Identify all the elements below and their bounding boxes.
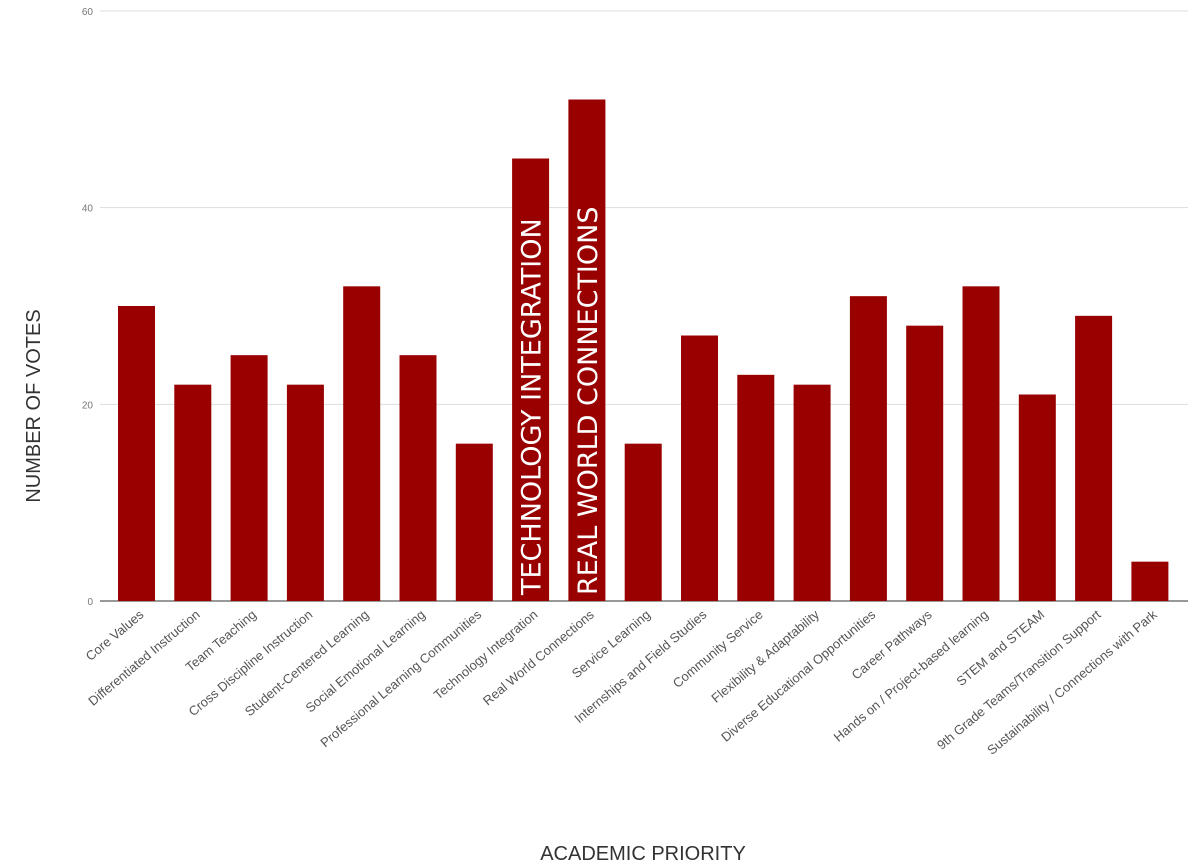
bars [118,99,1169,601]
bar-annotation: TECHNOLOGY INTEGRATION [517,218,548,596]
y-tick-label: 40 [82,204,94,215]
bar [624,443,662,601]
bar [793,384,831,601]
bar [568,99,606,601]
bar [737,374,775,601]
x-axis-title: ACADEMIC PRIORITY [540,843,746,863]
bar [681,335,718,601]
bar [849,296,887,601]
bar-annotations: TECHNOLOGY INTEGRATION REAL WORLD CONNECT… [517,207,604,597]
bar [399,355,437,601]
bar [1018,394,1056,601]
bar [286,384,324,601]
bar [512,158,550,601]
bar [906,325,944,601]
x-category-label: Technology Integration [431,607,541,703]
y-tick-label: 20 [82,400,94,411]
y-tick-label: 0 [87,597,93,608]
x-category-label: Differentiated Instruction [85,607,202,709]
x-category-label: Flexibility & Adaptability [708,606,822,705]
bar [455,443,493,601]
y-axis-title: NUMBER OF VOTES [23,309,45,502]
bar [118,306,155,601]
y-tick-labels: 0 20 40 60 [82,7,94,608]
bar-annotation: REAL WORLD CONNECTIONS [573,207,604,596]
bar [174,384,212,601]
y-tick-label: 60 [82,7,94,18]
bar [230,355,268,601]
bar [1131,561,1169,601]
bar [1075,315,1113,601]
bar [343,286,381,601]
bar [962,286,1000,601]
x-category-label: Real World Connections [480,606,597,708]
